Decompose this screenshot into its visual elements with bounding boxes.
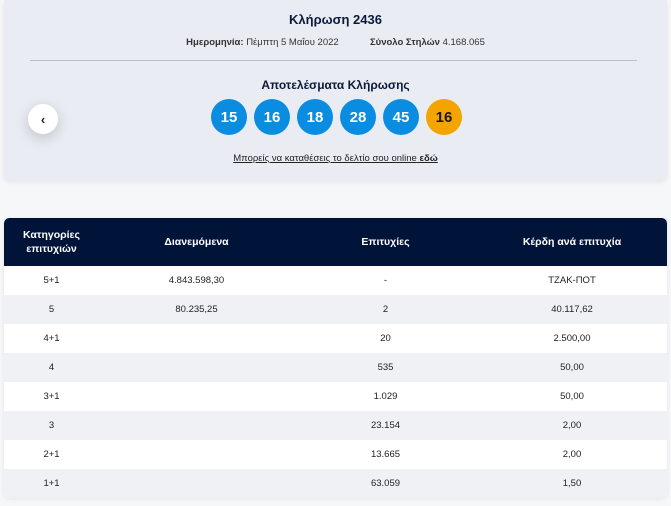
cell-category: 5 — [48, 304, 55, 315]
cell-category: 4 — [48, 362, 55, 373]
cell-winners: 63.059 — [370, 478, 401, 489]
table-row: 3 23.154 2,00 — [4, 411, 667, 440]
winning-numbers: 15 16 18 28 45 16 — [211, 99, 462, 135]
header-category-line1: Κατηγορίες — [22, 228, 80, 241]
cell-prize: 1,50 — [562, 478, 582, 489]
cell-distributed: 80.235,25 — [175, 304, 218, 315]
cell-prize: 50,00 — [560, 362, 584, 373]
bonus-ball: 16 — [426, 99, 462, 135]
table-row: 5+1 4.843.598,30 - ΤΖΑΚ-ΠΟΤ — [4, 266, 667, 295]
number-ball: 45 — [383, 99, 419, 135]
cell-prize: ΤΖΑΚ-ΠΟΤ — [548, 275, 596, 286]
cell-winners: 13.665 — [370, 449, 401, 460]
cell-distributed: 4.843.598,30 — [168, 275, 225, 286]
table-row: 5 80.235,25 2 40.117,62 — [4, 295, 667, 324]
online-text: Μπορείς να καταθέσεις το δελτίο σου onli… — [233, 153, 417, 164]
cell-prize: 40.117,62 — [551, 304, 593, 315]
table-header: Κατηγορίες επιτυχιών Διανεμόμενα Επιτυχί… — [4, 218, 667, 266]
number-ball: 15 — [211, 99, 247, 135]
chevron-left-icon: ‹ — [40, 111, 46, 127]
header-distributed: Διανεμόμενα — [164, 236, 229, 248]
table-row: 4 535 50,00 — [4, 353, 667, 382]
previous-draw-button[interactable]: ‹ — [28, 104, 58, 134]
columns-value: 4.168.065 — [442, 37, 485, 48]
cell-winners: 23.154 — [370, 420, 401, 431]
cell-prize: 2.500,00 — [553, 333, 591, 344]
online-here-link[interactable]: εδώ — [419, 153, 438, 164]
table-row: 3+1 1.029 50,00 — [4, 382, 667, 411]
cell-prize: 50,00 — [560, 391, 584, 402]
header-category-line2: επιτυχιών — [26, 243, 77, 255]
cell-prize: 2,00 — [562, 449, 582, 460]
cell-category: 3 — [48, 420, 55, 431]
number-ball: 18 — [297, 99, 333, 135]
cell-winners: 535 — [377, 362, 394, 373]
draw-card: Κλήρωση 2436 Ημερομηνία: Πέμπτη 5 Μαΐου … — [4, 0, 667, 180]
cell-winners: 20 — [380, 333, 391, 344]
draw-title: Κλήρωση 2436 — [289, 12, 382, 27]
cell-winners: 2 — [382, 304, 389, 315]
table-row: 1+1 63.059 1,50 — [4, 469, 667, 498]
header-category: Κατηγορίες επιτυχιών — [4, 228, 99, 256]
number-ball: 28 — [340, 99, 376, 135]
cell-winners: - — [383, 275, 388, 286]
header-winners: Επιτυχίες — [361, 236, 410, 248]
cell-category: 3+1 — [43, 391, 60, 402]
online-submission-link[interactable]: Μπορείς να καταθέσεις το δελτίο σου onli… — [4, 153, 667, 164]
table-body: 5+1 4.843.598,30 - ΤΖΑΚ-ΠΟΤ 5 80.235,25 … — [4, 266, 667, 498]
draw-meta: Ημερομηνία: Πέμπτη 5 Μαΐου 2022 Σύνολο Σ… — [4, 37, 667, 48]
table-row: 4+1 20 2.500,00 — [4, 324, 667, 353]
cell-winners: 1.029 — [373, 391, 398, 402]
header-prize: Κέρδη ανά επιτυχία — [522, 236, 622, 248]
divider — [30, 60, 637, 61]
date-label: Ημερομηνία: — [186, 37, 244, 48]
cell-category: 2+1 — [43, 449, 60, 460]
date-value: Πέμπτη 5 Μαΐου 2022 — [246, 37, 339, 48]
number-ball: 16 — [254, 99, 290, 135]
prize-table: Κατηγορίες επιτυχιών Διανεμόμενα Επιτυχί… — [4, 218, 667, 498]
cell-prize: 2,00 — [562, 420, 582, 431]
cell-category: 5+1 — [43, 275, 60, 286]
table-row: 2+1 13.665 2,00 — [4, 440, 667, 469]
cell-category: 1+1 — [43, 478, 60, 489]
columns-label: Σύνολο Στηλών — [369, 37, 440, 48]
cell-category: 4+1 — [43, 333, 60, 344]
results-title: Αποτελέσματα Κλήρωσης — [261, 78, 410, 92]
